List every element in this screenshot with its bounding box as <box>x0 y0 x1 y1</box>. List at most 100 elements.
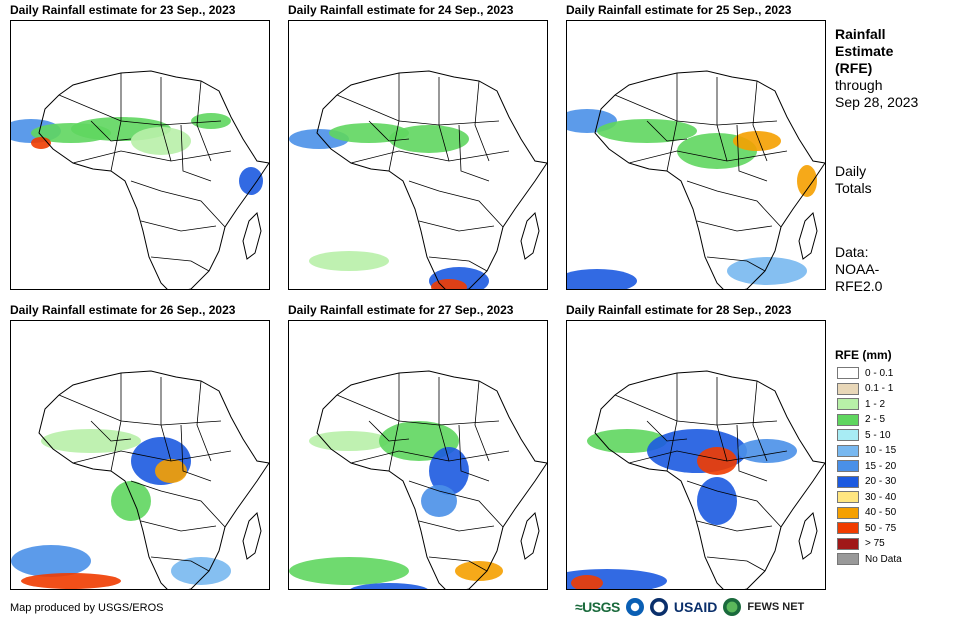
country-border <box>706 556 766 572</box>
legend-item: 40 - 50 <box>837 506 896 520</box>
country-border <box>408 180 504 228</box>
rainfall-patch <box>567 269 637 289</box>
legend-label: 0.1 - 1 <box>865 383 894 394</box>
legend-label: 50 - 75 <box>865 522 897 534</box>
sidebar-title-line3: (RFE) <box>835 60 873 76</box>
country-border <box>428 556 488 572</box>
country-border <box>140 220 217 232</box>
rainfall-patch <box>41 429 141 453</box>
madagascar-outline <box>520 512 540 560</box>
sidebar-date: Sep 28, 2023 <box>835 94 919 110</box>
rainfall-map-25-sep <box>566 20 826 290</box>
rainfall-patch <box>329 123 409 143</box>
rainfall-map-28-sep <box>566 320 826 590</box>
sidebar-daily-totals: Daily Totals <box>835 163 872 197</box>
rainfall-patch <box>697 447 737 475</box>
legend-label: No Data <box>865 553 902 565</box>
country-border <box>706 256 766 272</box>
rainfall-patch <box>31 137 51 149</box>
country-border <box>150 256 210 272</box>
madagascar-outline <box>798 512 818 560</box>
legend-item: 50 - 75 <box>837 521 896 535</box>
sidebar-title-line2: Estimate <box>835 43 894 59</box>
country-border <box>686 480 782 528</box>
panel-title: Daily Rainfall estimate for 27 Sep., 202… <box>288 303 514 317</box>
legend-swatch <box>837 382 859 395</box>
country-border <box>628 450 788 464</box>
legend-swatch <box>837 367 859 379</box>
legend-item: 0 - 0.1 <box>837 366 893 380</box>
country-border <box>150 556 210 572</box>
rainfall-patch <box>155 459 187 483</box>
rainfall-patch <box>389 125 469 153</box>
usgs-logo: ≈USGS <box>575 599 620 615</box>
legend-label: 10 - 15 <box>865 445 897 456</box>
legend-swatch <box>837 429 859 441</box>
rainfall-patch <box>21 573 121 589</box>
legend-title: RFE (mm) <box>835 348 892 362</box>
rainfall-patch <box>737 439 797 463</box>
panel-title: Daily Rainfall estimate for 26 Sep., 202… <box>10 303 236 317</box>
sidebar-daily2: Totals <box>835 180 872 196</box>
madagascar-outline <box>242 212 262 260</box>
rainfall-patch <box>350 583 428 589</box>
legend-item: 5 - 10 <box>837 428 891 442</box>
country-border <box>140 520 217 532</box>
legend-item: 2 - 5 <box>837 413 885 427</box>
country-border <box>336 94 500 126</box>
legend-label: 0 - 0.1 <box>865 367 894 379</box>
rainfall-patch <box>239 167 263 195</box>
rainfall-patch <box>421 485 457 517</box>
usaid-seal-icon <box>649 598 668 616</box>
country-border <box>474 380 490 462</box>
sidebar-data-source: Data: NOAA- RFE2.0 <box>835 244 882 295</box>
country-border <box>130 180 226 228</box>
country-border <box>458 124 490 182</box>
country-border <box>716 377 728 462</box>
legend-swatch <box>837 522 859 534</box>
legend-label: 15 - 20 <box>865 460 897 472</box>
legend-label: 20 - 30 <box>865 476 897 487</box>
rainfall-map-24-sep <box>288 20 548 290</box>
africa-map-svg <box>289 70 547 289</box>
country-border <box>58 94 222 126</box>
country-border <box>666 73 678 172</box>
rainfall-patch <box>111 481 151 521</box>
legend-label: 30 - 40 <box>865 491 897 503</box>
rainfall-patch <box>733 131 781 151</box>
map-panel-4: Daily Rainfall estimate for 26 Sep., 202… <box>10 303 270 590</box>
country-border <box>666 373 678 472</box>
legend-item: 10 - 15 <box>837 444 896 458</box>
rainfall-patch <box>597 119 697 143</box>
country-border <box>614 394 778 426</box>
legend-item: 0.1 - 1 <box>837 382 893 396</box>
country-border <box>438 377 450 462</box>
legend-swatch <box>837 475 859 488</box>
country-border <box>72 450 232 464</box>
legend-label: > 75 <box>865 538 885 549</box>
rainfall-patch <box>727 257 807 285</box>
madagascar-outline <box>520 212 540 260</box>
legend-swatch <box>837 460 859 472</box>
legend-item: > 75 <box>837 537 885 551</box>
country-border <box>110 73 122 172</box>
country-border <box>388 373 400 472</box>
country-border <box>646 420 688 442</box>
country-border <box>438 77 450 162</box>
country-border <box>336 394 500 426</box>
country-border <box>130 480 226 528</box>
map-credit: Map produced by USGS/EROS <box>10 602 164 614</box>
country-border <box>418 520 495 532</box>
country-border <box>196 80 212 162</box>
legend-swatch <box>837 398 859 410</box>
africa-coastline <box>594 70 825 289</box>
country-border <box>58 394 222 426</box>
sidebar-data2: NOAA- <box>835 261 880 277</box>
fews-net-logo: FEWS NET <box>747 601 805 613</box>
country-border <box>736 424 768 482</box>
country-border <box>628 150 788 164</box>
rainfall-patch <box>571 575 603 589</box>
country-border <box>474 80 490 162</box>
legend-item: 20 - 30 <box>837 475 896 489</box>
country-border <box>160 77 172 162</box>
